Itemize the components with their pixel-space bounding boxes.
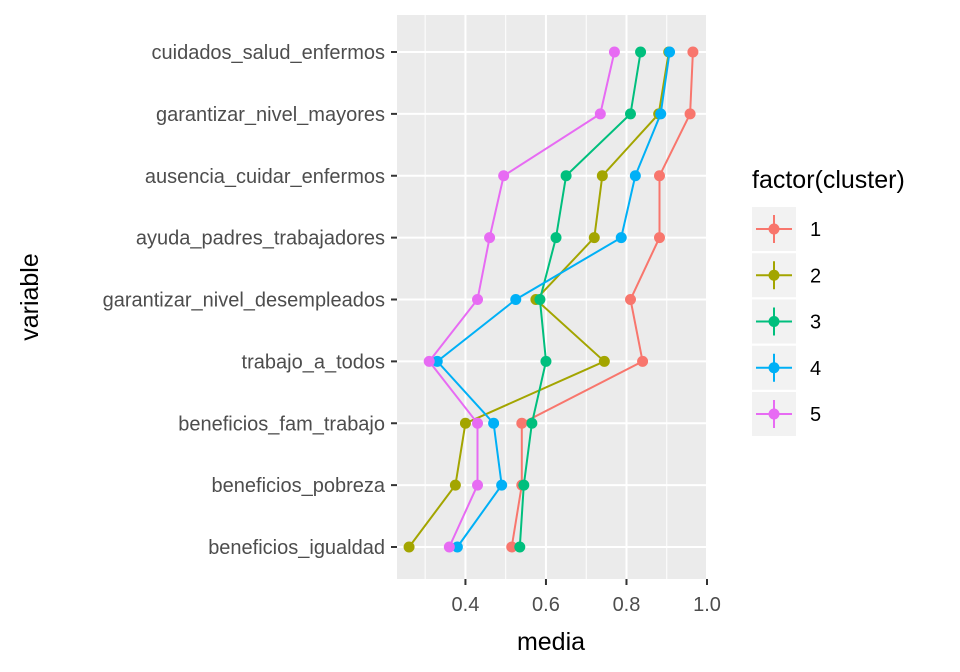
x-tick-label: 0.4 — [452, 594, 480, 616]
legend-item-3: 3 — [752, 299, 821, 344]
data-point — [655, 108, 667, 120]
legend-key-point — [768, 362, 780, 374]
data-point — [594, 108, 606, 120]
y-tick-label: garantizar_nivel_desempleados — [103, 290, 385, 312]
data-point — [625, 108, 637, 120]
series-4 — [431, 46, 676, 553]
legend-label: 4 — [810, 358, 821, 380]
data-point — [498, 170, 510, 182]
legend-key-point — [768, 408, 780, 420]
data-point — [615, 232, 627, 244]
data-point — [608, 46, 620, 58]
legend-item-1: 1 — [752, 207, 821, 251]
x-tick-label: 0.8 — [613, 594, 641, 616]
data-point — [534, 294, 546, 305]
legend-title: factor(cluster) — [752, 166, 905, 194]
data-point — [472, 479, 484, 491]
data-point — [629, 170, 641, 182]
data-point — [560, 170, 572, 182]
data-point — [488, 417, 500, 429]
data-point — [635, 46, 647, 58]
legend-label: 3 — [810, 312, 821, 334]
data-point — [596, 170, 608, 182]
data-point — [518, 479, 530, 491]
data-point — [510, 294, 522, 305]
x-tick-label: 1.0 — [693, 594, 721, 616]
data-point — [459, 417, 471, 429]
series-layer — [403, 46, 699, 553]
data-point — [637, 355, 649, 367]
x-axis-title: media — [517, 628, 585, 656]
data-point — [506, 541, 518, 553]
data-point — [431, 355, 443, 367]
y-tick-label: beneficios_pobreza — [212, 475, 386, 497]
data-point — [540, 355, 552, 367]
legend-item-2: 2 — [752, 253, 821, 298]
legend-label: 2 — [810, 265, 821, 287]
y-tick-label: garantizar_nivel_mayores — [156, 104, 385, 126]
legend-label: 5 — [810, 404, 821, 426]
x-axis: 0.4 0.6 0.8 1.0 — [452, 579, 721, 616]
data-point — [625, 294, 637, 305]
y-tick-label: ayuda_padres_trabajadores — [136, 228, 385, 250]
y-tick-label: trabajo_a_todos — [242, 351, 385, 373]
y-tick-label: beneficios_igualdad — [208, 537, 385, 559]
y-tick-label: beneficios_fam_trabajo — [178, 413, 385, 435]
data-point — [514, 541, 526, 553]
data-point — [451, 541, 463, 553]
data-point — [687, 46, 699, 58]
data-point — [550, 232, 562, 244]
data-point — [588, 232, 600, 244]
legend-key-point — [768, 223, 780, 235]
legend-item-5: 5 — [752, 392, 821, 436]
x-tick-label: 0.6 — [532, 594, 560, 616]
legend-key-point — [768, 316, 780, 327]
data-point — [496, 479, 508, 491]
y-tick-label: ausencia_cuidar_enfermos — [145, 166, 385, 188]
y-axis: cuidados_salud_enfermos garantizar_nivel_… — [103, 42, 397, 559]
data-point — [449, 479, 461, 491]
legend: factor(cluster) 1 2 3 4 5 — [752, 166, 905, 436]
legend-key-point — [768, 269, 780, 281]
data-point — [653, 170, 665, 182]
data-point — [403, 541, 415, 553]
data-point — [423, 355, 435, 367]
data-point — [484, 232, 496, 244]
y-axis-title: variable — [16, 253, 44, 341]
data-point — [443, 541, 455, 553]
legend-item-4: 4 — [752, 345, 821, 390]
data-point — [653, 232, 665, 244]
series-3 — [514, 46, 647, 553]
data-point — [526, 417, 538, 429]
data-point — [472, 294, 484, 305]
series-5 — [423, 46, 620, 553]
data-point — [516, 417, 528, 429]
y-tick-label: cuidados_salud_enfermos — [152, 42, 386, 64]
data-point — [664, 46, 676, 58]
data-point — [472, 417, 484, 429]
data-point — [684, 108, 696, 120]
legend-label: 1 — [810, 219, 821, 241]
data-point — [598, 355, 610, 367]
